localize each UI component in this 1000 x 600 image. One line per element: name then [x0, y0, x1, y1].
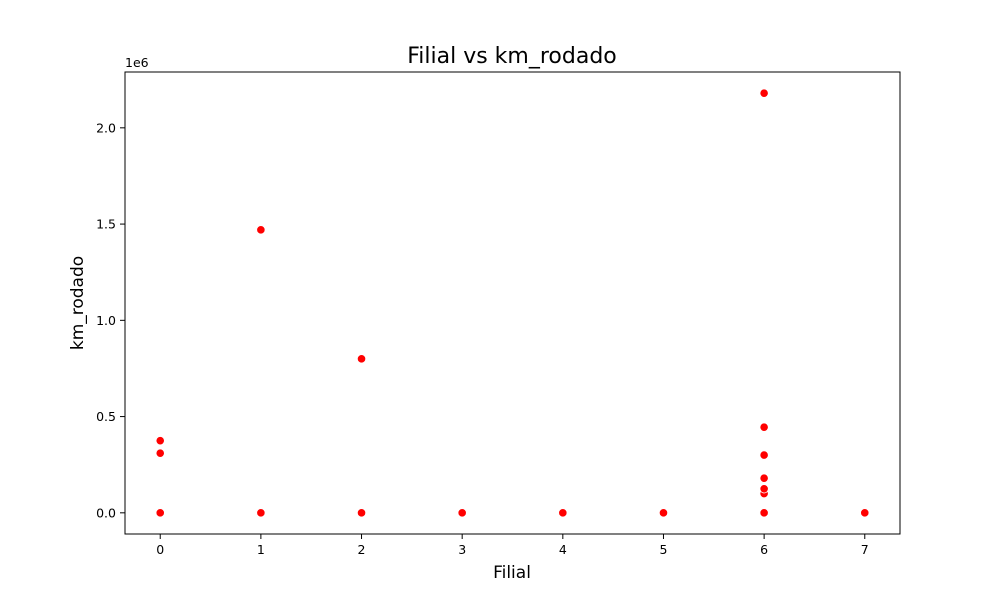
x-axis-ticks: 0 1 2 3 4 5 6 7 [156, 534, 869, 557]
data-point [759, 484, 769, 494]
data-point [356, 354, 367, 364]
y-axis-label: km_rodado [68, 256, 88, 350]
plot-area-frame [124, 71, 901, 535]
y-tick-label: 1.0 [96, 313, 116, 328]
data-point [759, 473, 769, 483]
y-tick-label: 0.5 [96, 409, 116, 424]
chart-title: Filial vs km_rodado [407, 44, 617, 69]
x-tick-label: 4 [559, 542, 567, 557]
data-point [759, 508, 769, 518]
data-points [155, 88, 870, 518]
y-tick-label: 2.0 [96, 120, 116, 135]
data-point [256, 508, 266, 518]
x-tick-label: 0 [156, 542, 164, 557]
data-point [759, 88, 769, 98]
data-point [155, 508, 165, 518]
x-tick-label: 3 [458, 542, 466, 557]
data-point [658, 508, 669, 518]
x-tick-label: 2 [358, 542, 366, 557]
data-point [356, 508, 367, 518]
x-axis-label: Filial [493, 563, 531, 583]
y-tick-label: 0.0 [96, 505, 116, 520]
data-point [759, 450, 769, 460]
data-point [457, 508, 467, 518]
x-tick-label: 6 [760, 542, 768, 557]
data-point [759, 422, 769, 432]
data-point [155, 448, 165, 458]
data-point [558, 508, 568, 518]
x-tick-label: 7 [861, 542, 869, 557]
data-point [256, 225, 266, 235]
x-tick-label: 1 [257, 542, 265, 557]
y-tick-label: 1.5 [96, 217, 116, 232]
y-axis-ticks: 0.0 0.5 1.0 1.5 2.0 [96, 120, 125, 520]
data-point [155, 436, 165, 446]
x-tick-label: 5 [659, 542, 667, 557]
data-point [860, 508, 870, 518]
y-axis-offset-label: 1e6 [125, 55, 149, 70]
